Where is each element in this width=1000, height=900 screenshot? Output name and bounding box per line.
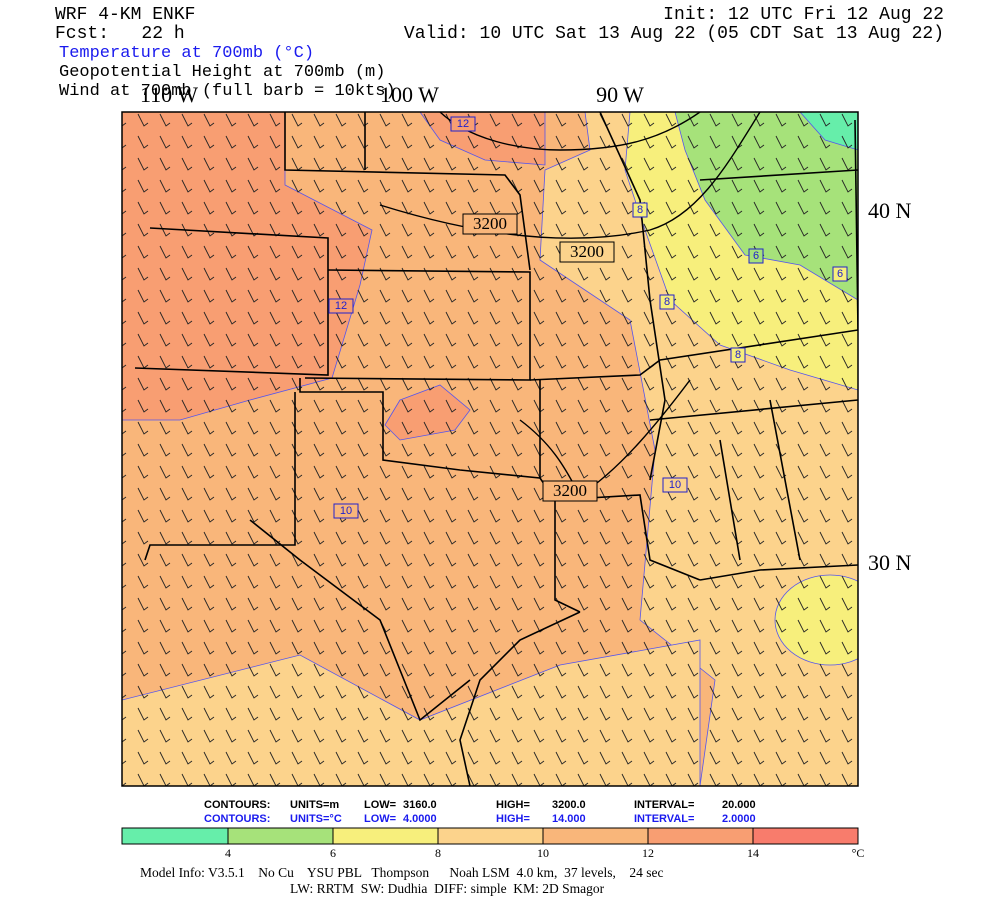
info-text: LOW= bbox=[364, 799, 396, 811]
colorbar-tick-label: 6 bbox=[330, 846, 336, 860]
label-box bbox=[542, 480, 598, 502]
label-box bbox=[832, 266, 848, 282]
label-box bbox=[450, 116, 476, 132]
info-text: INTERVAL= bbox=[634, 813, 694, 825]
temperature-contour-label: 8 bbox=[735, 349, 741, 361]
colorbar-unit: °C bbox=[852, 846, 865, 860]
label-box bbox=[462, 213, 518, 235]
init-time: Init: 12 UTC Fri 12 Aug 22 bbox=[663, 5, 944, 25]
colorbar-segment bbox=[333, 828, 438, 844]
label-box bbox=[333, 503, 359, 519]
forecast-hour: Fcst: 22 h bbox=[55, 24, 185, 44]
info-text: 20.000 bbox=[722, 799, 756, 811]
temperature-contour-label: 10 bbox=[669, 479, 681, 491]
colorbar-tick-label: 14 bbox=[747, 846, 759, 860]
label-box bbox=[632, 202, 648, 218]
info-text: HIGH= bbox=[496, 813, 530, 825]
temperature-contour-label: 8 bbox=[664, 296, 670, 308]
height-contour-label: 3200 bbox=[570, 242, 604, 261]
info-text: CONTOURS: bbox=[204, 799, 270, 811]
colorbar-tick-label: 8 bbox=[435, 846, 441, 860]
field-wind: Wind at 700mb (full barb = 10kts) bbox=[59, 82, 396, 101]
colorbar-tick-label: 12 bbox=[642, 846, 654, 860]
info-text: INTERVAL= bbox=[634, 799, 694, 811]
label-box bbox=[659, 294, 675, 310]
info-text: 3200.0 bbox=[552, 799, 586, 811]
colorbar-segment bbox=[228, 828, 333, 844]
longitude-label: 100 W bbox=[380, 82, 439, 107]
temperature-contour-label: 12 bbox=[457, 118, 469, 130]
temperature-contour-label: 12 bbox=[335, 300, 347, 312]
map-frame bbox=[121, 111, 859, 787]
field-temperature: Temperature at 700mb (°C) bbox=[59, 44, 314, 63]
temperature-contour-label: 10 bbox=[340, 505, 352, 517]
height-contour-info: CONTOURS: UNITS=m LOW= 3160.0 HIGH= 3200… bbox=[204, 799, 756, 811]
info-text: UNITS=°C bbox=[290, 813, 342, 825]
temperature-contour-label: 8 bbox=[637, 204, 643, 216]
info-text: 4.0000 bbox=[403, 813, 437, 825]
info-text: 14.000 bbox=[552, 813, 586, 825]
colorbar-segment bbox=[122, 828, 228, 844]
temperature-contour-info: CONTOURS: UNITS=°C LOW= 4.0000 HIGH= 14.… bbox=[204, 813, 756, 825]
colorbar: 4 6 8 10 12 14 °C bbox=[121, 827, 865, 860]
latitude-label: 40 N bbox=[868, 198, 912, 223]
colorbar-segment bbox=[438, 828, 543, 844]
label-box bbox=[328, 298, 354, 314]
height-labels: 3200 3200 3200 bbox=[462, 213, 615, 502]
info-text: 3160.0 bbox=[403, 799, 437, 811]
longitude-label: 90 W bbox=[596, 82, 644, 107]
latitude-label: 30 N bbox=[868, 550, 912, 575]
info-text: HIGH= bbox=[496, 799, 530, 811]
model-info: Model Info: V3.5.1 No Cu YSU PBL Thompso… bbox=[140, 865, 664, 880]
info-text: UNITS=m bbox=[290, 799, 339, 811]
colorbar-tick-label: 10 bbox=[537, 846, 549, 860]
info-text: CONTOURS: bbox=[204, 813, 270, 825]
colorbar-frame bbox=[121, 827, 859, 845]
colorbar-dividers bbox=[227, 828, 754, 844]
label-box bbox=[730, 347, 746, 363]
colorbar-segment bbox=[543, 828, 648, 844]
colorbar-segment bbox=[648, 828, 753, 844]
model-title: WRF 4-KM ENKF bbox=[55, 5, 195, 25]
longitude-label: 110 W bbox=[140, 82, 198, 107]
height-contour-label: 3200 bbox=[473, 214, 507, 233]
temperature-contour-label: 6 bbox=[753, 250, 759, 262]
boundaries bbox=[134, 112, 858, 786]
temperature-contour-label: 6 bbox=[837, 268, 843, 280]
colorbar-tick-label: 4 bbox=[225, 846, 231, 860]
physics-info: LW: RRTM SW: Dudhia DIFF: simple KM: 2D … bbox=[290, 881, 605, 896]
height-contour-label: 3200 bbox=[553, 481, 587, 500]
valid-time: Valid: 10 UTC Sat 13 Aug 22 (05 CDT Sat … bbox=[404, 24, 944, 44]
colorbar-segment bbox=[753, 828, 858, 844]
label-box bbox=[662, 477, 688, 493]
label-box bbox=[559, 241, 615, 263]
temperature-labels: 12 12 10 10 8 8 8 6 6 bbox=[328, 116, 848, 519]
field-height: Geopotential Height at 700mb (m) bbox=[59, 63, 385, 82]
info-text: 2.0000 bbox=[722, 813, 756, 825]
info-text: LOW= bbox=[364, 813, 396, 825]
label-box bbox=[748, 248, 764, 264]
